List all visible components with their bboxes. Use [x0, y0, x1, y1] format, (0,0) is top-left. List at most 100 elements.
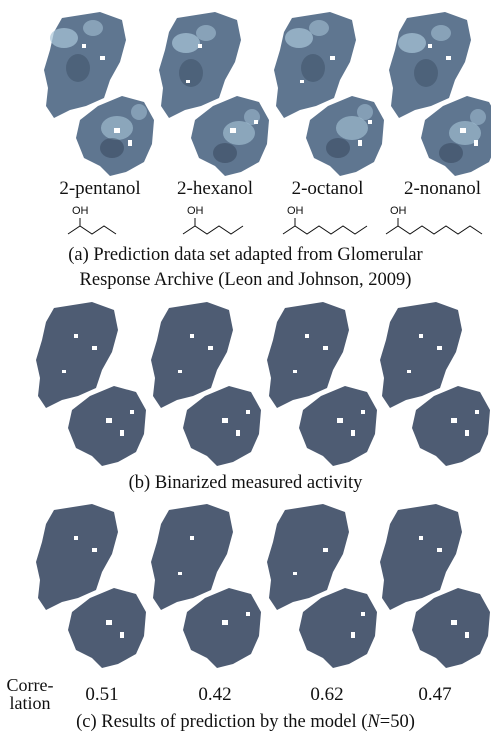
inactive-spot: [62, 370, 66, 373]
glomerular-map-a-4: [389, 12, 491, 176]
predicted-map-c-4: [380, 504, 490, 668]
inactive-spot: [178, 572, 182, 575]
skeletal-formula-icon: [385, 218, 483, 235]
caption-c-suffix: =50): [379, 712, 415, 732]
inactive-spot: [254, 120, 258, 124]
activity-blob: [336, 116, 368, 140]
correlation-label-line-1: Corre-: [6, 675, 54, 695]
compound-name: 2-pentanol: [59, 178, 141, 199]
carbon-chain: [282, 225, 368, 235]
inactive-spot: [460, 128, 466, 133]
inactive-spot: [475, 410, 479, 414]
inactive-spot: [130, 410, 134, 414]
inactive-spot: [300, 80, 304, 83]
activity-blob: [431, 25, 451, 41]
map-lobe-lower: [68, 588, 146, 668]
correlation-row-label: Corre- lation: [4, 676, 56, 712]
inactive-spot: [407, 370, 411, 373]
inactive-spot: [474, 140, 478, 146]
map-lobe-upper: [267, 504, 349, 610]
inactive-spot: [92, 346, 97, 350]
compound-name: 2-octanol: [291, 178, 364, 199]
inactive-spot: [428, 44, 432, 48]
inactive-spot: [446, 56, 451, 60]
inactive-spot: [74, 536, 78, 540]
hydroxyl-label: OH: [72, 205, 89, 217]
binarized-map-b-2: [151, 302, 261, 466]
correlation-value: 0.42: [198, 684, 232, 705]
inactive-spot: [120, 430, 124, 436]
caption-b: (b) Binarized measured activity: [128, 473, 363, 493]
glomerular-map-a-1: [44, 12, 154, 176]
inactive-spot: [465, 632, 469, 638]
hydroxyl-label: OH: [390, 205, 407, 217]
hydroxyl-label: OH: [187, 205, 204, 217]
inactive-spot: [92, 548, 97, 552]
inactive-spot: [351, 430, 355, 436]
binarized-map-b-3: [267, 302, 377, 466]
activity-blob: [285, 28, 313, 48]
caption-c: (c) Results of prediction by the model (…: [0, 712, 491, 733]
inactive-spot: [437, 346, 442, 350]
activity-blob: [309, 20, 329, 36]
activity-blob: [50, 28, 78, 48]
inactive-spot: [128, 140, 132, 146]
activity-blob: [83, 20, 103, 36]
inactive-spot: [178, 370, 182, 373]
hydroxyl-label: OH: [287, 205, 304, 217]
map-lobe-upper: [36, 302, 118, 408]
activity-blob: [439, 143, 463, 163]
inactive-spot: [451, 620, 457, 625]
skeletal-formula-icon: [67, 218, 117, 235]
map-lobe-lower: [68, 386, 146, 466]
activity-blob: [301, 54, 325, 82]
inactive-spot: [465, 430, 469, 436]
inactive-spot: [451, 418, 457, 423]
carbon-chain: [182, 225, 244, 235]
activity-blob: [213, 143, 237, 163]
caption-c-prefix: (c) Results of prediction by the model (: [76, 712, 368, 732]
activity-blob: [196, 25, 216, 41]
activity-blob: [172, 33, 200, 53]
carbon-chain: [67, 225, 117, 235]
map-lobe-upper: [151, 504, 233, 610]
inactive-spot: [293, 370, 297, 373]
inactive-spot: [82, 44, 86, 48]
map-lobe-upper: [36, 504, 118, 610]
inactive-spot: [120, 632, 124, 638]
inactive-spot: [106, 418, 112, 423]
inactive-spot: [419, 334, 423, 338]
carbon-chain: [385, 225, 483, 235]
activity-blob: [414, 59, 438, 87]
activity-blob: [179, 59, 203, 87]
inactive-spot: [323, 548, 328, 552]
map-lobe-upper: [380, 302, 462, 408]
map-lobe-lower: [299, 588, 377, 668]
inactive-spot: [358, 140, 362, 146]
inactive-spot: [222, 620, 228, 625]
inactive-spot: [293, 572, 297, 575]
inactive-spot: [361, 612, 365, 616]
inactive-spot: [437, 548, 442, 552]
map-lobe-lower: [412, 386, 490, 466]
inactive-spot: [198, 44, 202, 48]
activity-blob: [223, 121, 255, 145]
inactive-spot: [246, 410, 250, 414]
predicted-map-c-3: [267, 504, 377, 668]
correlation-value: 0.47: [418, 684, 452, 705]
inactive-spot: [305, 334, 309, 338]
caption-a-line-1: (a) Prediction data set adapted from Glo…: [68, 245, 423, 265]
correlation-value: 0.62: [310, 684, 344, 705]
map-lobe-lower: [183, 386, 261, 466]
activity-blob: [398, 33, 426, 53]
inactive-spot: [351, 632, 355, 638]
binarized-map-b-1: [36, 302, 146, 466]
correlation-label-line-2: lation: [9, 693, 51, 713]
map-lobe-lower: [299, 386, 377, 466]
inactive-spot: [114, 128, 120, 133]
activity-blob: [357, 104, 373, 120]
skeletal-formula-icon: [182, 218, 244, 235]
activity-blob: [470, 109, 486, 125]
compound-name: 2-nonanol: [403, 178, 482, 199]
inactive-spot: [230, 128, 236, 133]
